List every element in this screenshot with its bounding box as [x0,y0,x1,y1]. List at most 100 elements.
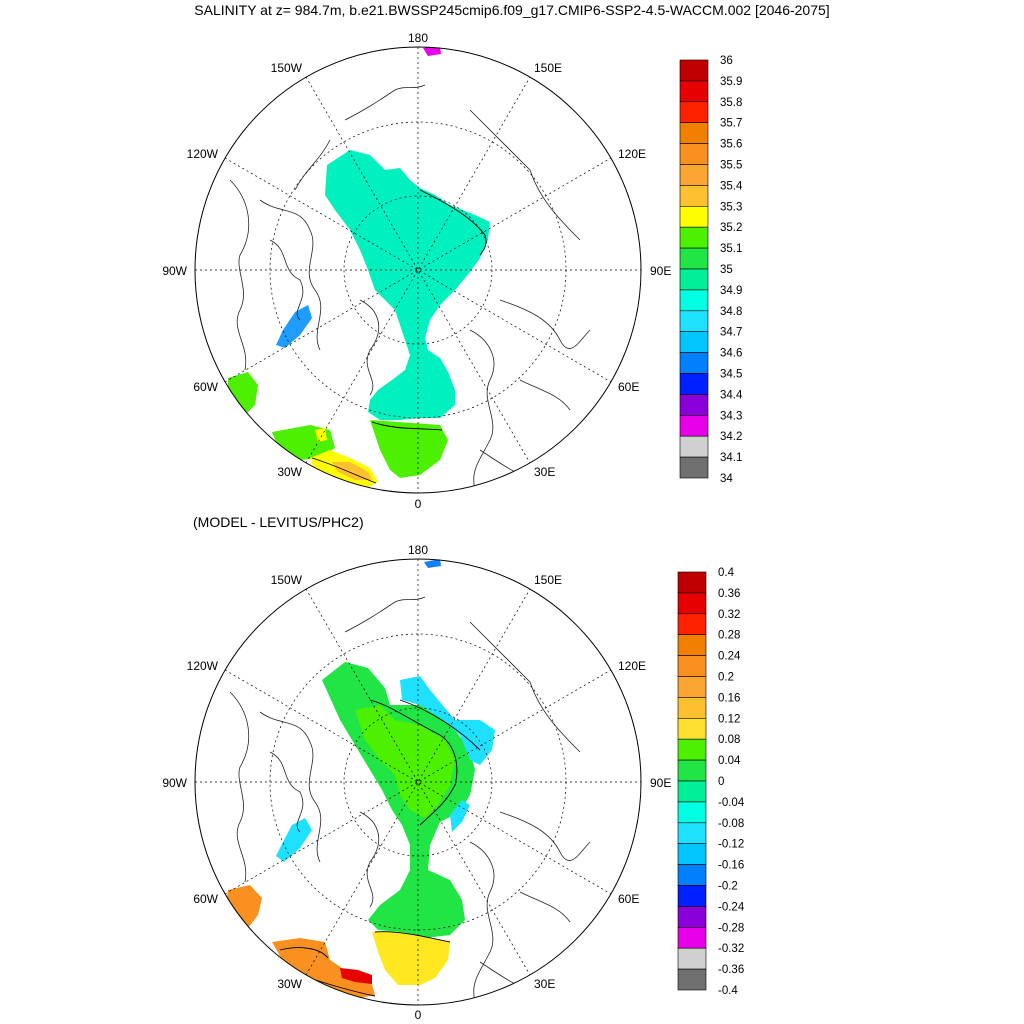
basin-cyan-strip [450,800,470,832]
difference-colorbar-label-20: -0.4 [718,985,738,997]
lon-label-90w-bottom: 90W [162,776,187,790]
salinity-colorbar-label-15: 34.5 [720,369,742,381]
salinity-colorbar-label-11: 34.9 [720,285,742,297]
baffin-cyan [276,818,312,862]
salinity-colorbar-swatch-15 [679,373,709,395]
salinity-colorbar-swatch-7 [679,206,709,228]
difference-colorbar-swatch-1 [677,592,707,615]
arctic-basin-fill [325,150,490,420]
salinity-colorbar-swatch-19 [679,456,709,479]
salinity-colorbar-label-13: 34.7 [720,327,742,339]
subpolar-orange [332,462,372,480]
salinity-colorbar-label-4: 35.6 [720,139,742,151]
difference-colorbar-swatch-18 [677,947,707,970]
salinity-colorbar-swatch-6 [679,185,709,207]
lon-label-0: 0 [415,497,422,511]
difference-colorbar: 0.4 0.36 0.32 0.28 0.24 0.2 0.16 0.12 0.08 0.04 0 -… [677,567,745,997]
difference-colorbar-swatch-12 [677,822,707,844]
lon-label-120e: 120E [618,147,646,161]
salinity-colorbar-swatch-10 [679,268,709,291]
difference-colorbar-label-19: -0.36 [718,964,744,976]
difference-colorbar-swatch-9 [677,759,707,782]
lon-label-60e: 60E [618,380,639,394]
lon-label-150e-bottom: 150E [534,573,562,587]
lon-label-180-bottom: 180 [408,543,428,557]
salinity-colorbar-swatch-5 [679,164,709,186]
salinity-colorbar-label-17: 34.3 [720,410,742,422]
lon-label-90w: 90W [162,264,187,278]
difference-colorbar-label-11: -0.04 [718,797,745,809]
salinity-colorbar-swatch-14 [679,352,709,374]
lon-label-60e-bottom: 60E [618,892,639,906]
difference-colorbar-label-0: 0.4 [718,567,735,579]
difference-colorbar-label-5: 0.2 [718,672,734,684]
salinity-colorbar-swatch-8 [679,226,709,249]
irminger-orange [272,938,375,1000]
difference-colorbar-label-13: -0.12 [718,839,744,851]
difference-colorbar-swatch-11 [677,801,707,824]
salinity-colorbar-label-14: 34.6 [720,348,742,360]
difference-colorbar-swatch-6 [677,697,707,719]
difference-colorbar-label-7: 0.12 [718,713,740,725]
salinity-colorbar-swatch-4 [679,143,709,165]
lon-label-30w: 30W [277,465,302,479]
salinity-colorbar-swatch-16 [679,394,709,416]
irminger-red [340,968,372,984]
contours-bottom [279,699,481,997]
basin-green-inner [355,705,455,818]
difference-colorbar-label-9: 0.04 [718,755,741,767]
pacific-blue [424,559,441,568]
salinity-colorbar-label-8: 35.2 [720,222,742,234]
difference-colorbar-swatch-8 [677,738,707,761]
lon-labels-bottom: 180 0 90W 90E 150W 150E 120W 120E 60W 60… [162,543,671,1022]
difference-colorbar-swatch-15 [677,885,707,907]
lon-label-60w: 60W [193,380,218,394]
salinity-colorbar-label-2: 35.8 [720,97,742,109]
difference-colorbar-swatch-4 [677,655,707,677]
salinity-colorbar-label-12: 34.8 [720,306,742,318]
difference-colorbar-label-18: -0.32 [718,943,744,955]
salinity-map-panel: 180 0 90W 90E 150W 150E 120W 120E 60W 60… [162,31,743,511]
difference-colorbar-swatch-3 [677,634,707,656]
difference-colorbar-label-3: 0.28 [718,630,740,642]
salinity-colorbar-label-18: 34.2 [720,431,742,443]
salinity-colorbar: 36 35.9 35.8 35.7 35.6 35.5 35.4 35.3 35.2 35.1 35… [679,55,743,485]
difference-colorbar-swatch-13 [677,843,707,865]
lon-label-120w: 120W [187,147,219,161]
difference-colorbar-label-4: 0.24 [718,651,741,663]
lon-label-120w-bottom: 120W [187,659,219,673]
difference-colorbar-label-1: 0.36 [718,588,740,600]
difference-colorbar-label-17: -0.28 [718,922,744,934]
salinity-colorbar-swatch-0 [679,59,709,82]
difference-colorbar-label-14: -0.16 [718,860,744,872]
difference-colorbar-swatch-2 [677,613,707,635]
lon-label-150w: 150W [271,61,303,75]
salinity-colorbar-swatch-9 [679,247,709,270]
salinity-colorbar-label-16: 34.4 [720,389,743,401]
salinity-colorbar-swatch-17 [679,414,709,437]
lon-label-60w-bottom: 60W [193,892,218,906]
lon-label-90e: 90E [650,264,671,278]
graticule-bottom [195,559,641,1005]
lon-label-30e-bottom: 30E [534,977,555,991]
lon-label-90e-bottom: 90E [650,776,671,790]
salinity-colorbar-swatch-3 [679,122,709,144]
pacific-magenta [423,47,441,56]
map-boundary-bottom [194,558,642,1006]
difference-map-panel: 180 0 90W 90E 150W 150E 120W 120E 60W 60… [162,543,745,1022]
lon-label-0-bottom: 0 [415,1008,422,1022]
salinity-colorbar-label-3: 35.7 [720,118,742,130]
baffin-blue [276,305,312,348]
salinity-colorbar-swatch-11 [679,289,709,312]
lon-label-30e: 30E [534,465,555,479]
contours [311,189,487,484]
basin-cyan-light [400,676,495,765]
difference-colorbar-label-12: -0.08 [718,818,744,830]
lon-label-150e: 150E [534,61,562,75]
lon-label-150w-bottom: 150W [271,573,303,587]
salinity-colorbar-label-9: 35.1 [720,243,742,255]
difference-colorbar-label-6: 0.16 [718,692,740,704]
nordic-sea-green [370,420,448,478]
